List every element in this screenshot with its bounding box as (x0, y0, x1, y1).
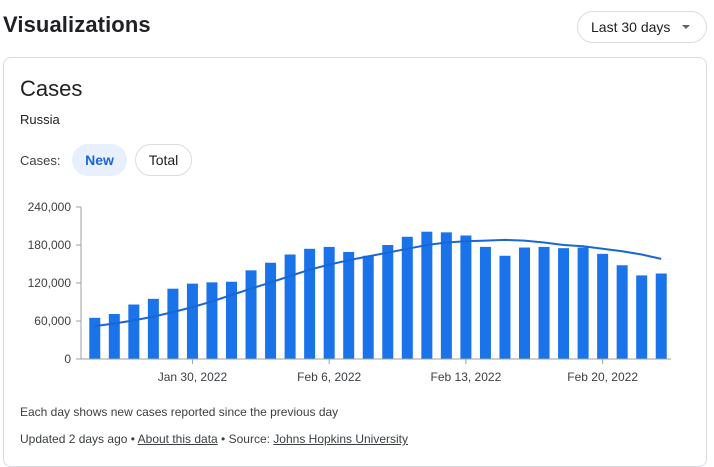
bar (304, 248, 316, 359)
bar (284, 254, 296, 359)
bar (577, 247, 589, 359)
bar (108, 314, 120, 359)
bar (343, 251, 355, 359)
bar (440, 232, 452, 359)
date-range-label: Last 30 days (591, 19, 671, 35)
source-prefix: Source: (228, 432, 270, 446)
about-data-link[interactable]: About this data (137, 432, 218, 446)
x-tick-label: Feb 20, 2022 (567, 370, 638, 384)
average-line (94, 238, 662, 328)
cases-toggle-label: Cases: (20, 153, 61, 168)
bar (499, 255, 511, 359)
bar (206, 282, 218, 359)
bar (89, 317, 101, 359)
bar (421, 231, 433, 359)
bar (479, 246, 491, 359)
source-link[interactable]: Johns Hopkins University (273, 432, 409, 446)
bar (538, 246, 550, 359)
bar (636, 275, 648, 359)
bar (245, 270, 257, 359)
date-range-dropdown[interactable]: Last 30 days (577, 11, 707, 43)
bar (323, 246, 335, 359)
y-tick-label: 0 (64, 352, 71, 366)
y-tick-label: 60,000 (34, 314, 71, 328)
bar (460, 235, 472, 359)
bar (186, 283, 198, 359)
x-tick-label: Feb 6, 2022 (297, 370, 361, 384)
updated-text: Updated 2 days ago (20, 432, 128, 446)
bar (382, 245, 394, 359)
page-title: Visualizations (3, 12, 151, 37)
y-tick-label: 120,000 (28, 276, 72, 290)
bar (147, 298, 159, 359)
update-info: Updated 2 days ago • About this data • S… (20, 432, 408, 446)
x-tick-label: Jan 30, 2022 (158, 370, 228, 384)
x-tick-label: Feb 13, 2022 (431, 370, 502, 384)
total-cases-chip[interactable]: Total (135, 144, 192, 176)
bar (519, 247, 530, 359)
bar (362, 255, 374, 359)
bar (558, 248, 570, 359)
region-label: Russia (20, 112, 60, 127)
bar (616, 265, 628, 359)
bar (265, 262, 277, 359)
bar (655, 273, 667, 359)
arrow-drop-down-icon (682, 25, 691, 29)
new-cases-chip[interactable]: New (72, 144, 127, 176)
cases-chart: 0 60,000 120,000 180,000 240,000 Jan 30, 2022… (28, 200, 671, 384)
bar (597, 253, 609, 359)
y-tick-label: 240,000 (28, 200, 72, 214)
cases-card: Cases Russia Cases: New Total 0 60,000 120… (3, 57, 707, 467)
bar (167, 288, 179, 359)
bar (226, 281, 237, 359)
card-title: Cases (20, 76, 83, 101)
y-tick-label: 180,000 (28, 238, 72, 252)
bar (401, 236, 413, 359)
separator-dot: • (221, 432, 226, 446)
bar (128, 304, 140, 359)
separator-dot: • (130, 432, 135, 446)
chart-footnote: Each day shows new cases reported since … (20, 405, 339, 419)
